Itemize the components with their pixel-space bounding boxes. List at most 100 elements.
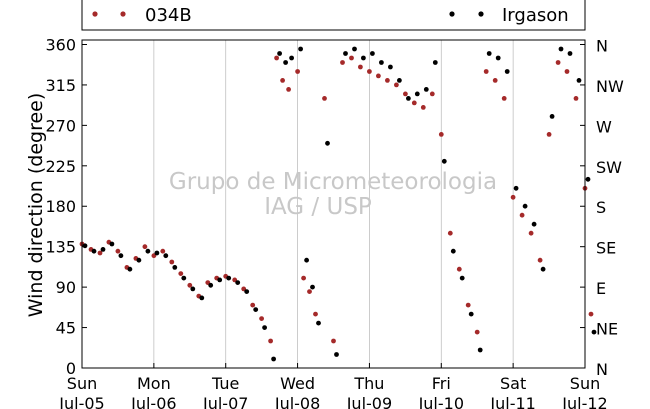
grid-lines (81, 40, 586, 368)
point-034b (510, 194, 516, 200)
x-tick-day-label: Fri (432, 374, 451, 393)
right-y-tick-label: SW (596, 158, 622, 177)
point-034b (537, 257, 543, 263)
legend-marker-034b-a (92, 11, 98, 17)
point-irgason (352, 46, 357, 52)
y-tick-label: 90 (56, 278, 76, 297)
y-tick-label: 270 (45, 116, 76, 135)
point-034b (546, 132, 552, 137)
point-irgason (334, 352, 339, 357)
point-034b (301, 275, 306, 281)
point-034b (268, 338, 273, 344)
point-irgason (91, 248, 97, 254)
point-034b (358, 64, 363, 70)
point-034b (274, 55, 279, 61)
right-y-tick-label: E (596, 279, 606, 298)
y-tick-label: 0 (66, 359, 76, 378)
point-irgason (486, 51, 492, 56)
point-034b (115, 248, 121, 254)
point-034b (322, 96, 327, 101)
point-034b (97, 250, 103, 256)
point-034b (501, 96, 507, 101)
point-irgason (163, 253, 169, 259)
point-irgason (432, 60, 438, 65)
point-irgason (226, 275, 232, 281)
point-034b (403, 91, 408, 97)
x-tick-day-label: Wed (280, 374, 315, 393)
x-tick-date-label: Jul-11 (489, 394, 535, 409)
legend-label-irgason: Irgason (502, 5, 569, 26)
point-irgason (304, 257, 309, 263)
watermark-line-1: Grupo de Micrometeorologia (169, 169, 497, 195)
legend-marker-034b-b (120, 11, 126, 17)
point-irgason (423, 87, 429, 92)
x-tick-date-label: Jul-06 (130, 394, 176, 409)
legend-marker-irgason-b (478, 11, 484, 17)
point-034b (295, 69, 300, 74)
x-tick-date-label: Jul-12 (561, 394, 607, 409)
x-tick-day-label: Sun (67, 374, 97, 393)
point-irgason (388, 64, 393, 70)
point-irgason (217, 277, 223, 283)
point-irgason (289, 55, 294, 61)
point-irgason (208, 282, 214, 288)
point-034b (573, 96, 579, 101)
point-034b (474, 329, 480, 335)
y-tick-label: 225 (45, 157, 76, 176)
point-irgason (450, 248, 456, 254)
point-034b (313, 311, 318, 317)
legend-marker-irgason-a (449, 11, 455, 17)
x-ticks: SunJul-05MonJul-06TueJul-07WedJul-08ThuJ… (58, 363, 608, 409)
point-irgason (253, 307, 259, 312)
point-034b (411, 100, 417, 106)
point-irgason (406, 96, 411, 101)
point-034b (250, 302, 256, 308)
point-irgason (576, 78, 582, 83)
point-034b (519, 212, 525, 218)
point-034b (187, 282, 193, 288)
point-034b (492, 78, 498, 83)
y-tick-label: 45 (56, 319, 76, 338)
x-tick-day-label: Tue (211, 374, 239, 393)
point-irgason (495, 55, 501, 61)
point-034b (438, 132, 444, 137)
point-irgason (82, 243, 88, 249)
point-034b (483, 69, 489, 74)
point-irgason (154, 250, 160, 256)
point-irgason (181, 275, 187, 281)
point-034b (429, 91, 435, 97)
x-tick-day-label: Mon (137, 374, 171, 393)
y-axis-label: Wind direction (degree) (25, 93, 47, 318)
point-irgason (190, 286, 196, 292)
point-034b (340, 60, 345, 65)
x-tick-date-label: Jul-10 (418, 394, 464, 409)
right-y-tick-label: NE (596, 320, 618, 339)
point-irgason (310, 284, 315, 290)
legend-box (81, 0, 586, 31)
x-tick-date-label: Jul-09 (346, 394, 392, 409)
point-034b (465, 302, 471, 308)
right-y-tick-label: W (596, 117, 612, 136)
point-irgason (513, 185, 519, 191)
y-tick-label: 135 (45, 238, 76, 257)
right-y-tick-label: SE (596, 239, 616, 258)
x-tick-date-label: Jul-07 (202, 394, 248, 409)
point-irgason (477, 347, 483, 353)
y-ticks-right: N NE E SE S SW W NW N (580, 36, 624, 379)
point-irgason (549, 114, 555, 119)
point-034b (286, 87, 291, 92)
point-034b (331, 338, 336, 344)
point-irgason (235, 280, 241, 285)
point-irgason (298, 46, 303, 52)
data-points (79, 46, 597, 362)
point-irgason (459, 275, 465, 281)
point-irgason (591, 329, 597, 335)
x-tick-date-label: Jul-08 (274, 394, 320, 409)
point-irgason (397, 78, 402, 83)
point-irgason (567, 51, 573, 56)
right-y-tick-label: N (596, 360, 608, 379)
plot-area (82, 40, 585, 368)
point-irgason (441, 158, 447, 164)
x-tick-day-label: Sat (500, 374, 526, 393)
